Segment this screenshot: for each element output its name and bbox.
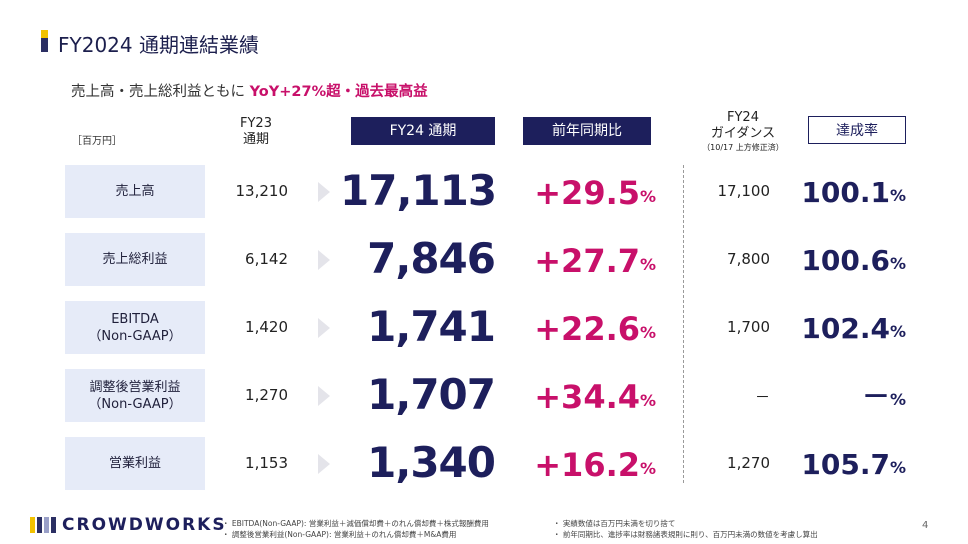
header-guidance: FY24 ガイダンス （10/17 上方修正済） xyxy=(688,110,798,154)
header-guidance-line1: FY24 xyxy=(727,110,759,125)
yoy-unit: % xyxy=(640,187,657,206)
header-guidance-line2: ガイダンス xyxy=(710,126,776,141)
yoy-unit: % xyxy=(640,255,657,274)
header-fy23: FY23 通期 xyxy=(228,116,284,148)
achievement-rate-unit: % xyxy=(890,254,907,273)
achievement-rate-unit: % xyxy=(890,390,907,409)
company-logo: CROWDWORKS xyxy=(30,515,227,535)
fy23-value: 1,270 xyxy=(245,386,288,404)
footnote: ・ EBITDA(Non-GAAP): 営業利益＋減価償却費＋のれん償却費＋株式… xyxy=(222,519,489,528)
logo-stripe xyxy=(30,517,35,533)
yoy-value: +34.4 xyxy=(534,378,640,416)
achievement-rate-value: 100.1 xyxy=(801,176,890,209)
row-label-line2: （Non-GAAP） xyxy=(88,396,182,412)
fy23-value: 6,142 xyxy=(245,250,288,268)
title-accent-bar xyxy=(41,30,48,52)
arrow-right-icon xyxy=(318,250,330,270)
header-guidance-note: （10/17 上方修正済） xyxy=(702,143,784,152)
guidance-value: 1,700 xyxy=(727,318,770,336)
fy24-value: 7,846 xyxy=(367,234,496,283)
achievement-rate-unit: % xyxy=(890,186,907,205)
guidance-value: 17,100 xyxy=(717,182,771,200)
page-title: FY2024 通期連結業績 xyxy=(58,33,259,57)
guidance-value: 7,800 xyxy=(727,250,770,268)
table-row: 調整後営業利益 （Non-GAAP） 1,270 1,707 +34.4% －－% xyxy=(0,369,968,425)
yoy-value: +29.5 xyxy=(534,174,640,212)
row-label-line1: 売上総利益 xyxy=(102,252,168,267)
footnote: ・ 実績数値は百万円未満を切り捨て xyxy=(553,519,676,528)
header-fy24: FY24 通期 xyxy=(351,117,495,145)
unit-label: ［百万円］ xyxy=(72,136,122,147)
logo-mark-icon xyxy=(30,517,56,533)
arrow-right-icon xyxy=(318,318,330,338)
table-row: EBITDA （Non-GAAP） 1,420 1,741 +22.6% 1,700 102… xyxy=(0,301,968,357)
row-label-line2: （Non-GAAP） xyxy=(88,328,182,344)
yoy-unit: % xyxy=(640,323,657,342)
fy23-value: 13,210 xyxy=(235,182,289,200)
row-label: 調整後営業利益 （Non-GAAP） xyxy=(65,369,205,422)
fy24-value: 1,340 xyxy=(367,438,496,487)
arrow-right-icon xyxy=(318,454,330,474)
row-label: 売上高 xyxy=(65,165,205,218)
yoy-unit: % xyxy=(640,391,657,410)
subtitle-highlight: YoY+27%超・過去最高益 xyxy=(249,84,428,100)
logo-stripe xyxy=(44,517,49,533)
yoy-value: +22.6 xyxy=(534,310,640,348)
footnotes-right: ・ 実績数値は百万円未満を切り捨て ・ 前年同期比、進捗率は財務諸表規則に則り、… xyxy=(553,518,818,540)
guidance-value: 1,270 xyxy=(727,454,770,472)
achievement-rate-value: 105.7 xyxy=(801,448,890,481)
logo-text: CROWDWORKS xyxy=(62,515,227,535)
table-row: 営業利益 1,153 1,340 +16.2% 1,270 105.7% xyxy=(0,437,968,493)
row-label-line1: 売上高 xyxy=(115,184,155,199)
footnote: ・ 調整後営業利益(Non-GAAP): 営業利益＋のれん償却費＋M&A費用 xyxy=(222,530,457,539)
guidance-value: － xyxy=(754,388,770,406)
footnote: ・ 前年同期比、進捗率は財務諸表規則に則り、百万円未満の数値を考慮し算出 xyxy=(553,530,818,539)
row-label: EBITDA （Non-GAAP） xyxy=(65,301,205,354)
logo-stripe xyxy=(51,517,56,533)
header-fy23-line1: FY23 xyxy=(240,116,272,131)
fy23-value: 1,420 xyxy=(245,318,288,336)
fy23-value: 1,153 xyxy=(245,454,288,472)
row-label-line1: 営業利益 xyxy=(108,456,161,471)
subtitle: 売上高・売上総利益ともに YoY+27%超・過去最高益 xyxy=(71,80,428,101)
header-yoy: 前年同期比 xyxy=(523,117,651,145)
footnotes-left: ・ EBITDA(Non-GAAP): 営業利益＋減価償却費＋のれん償却費＋株式… xyxy=(222,518,489,540)
row-label-line1: 調整後営業利益 xyxy=(89,379,181,395)
achievement-rate-value: 100.6 xyxy=(801,244,890,277)
row-label-line1: EBITDA xyxy=(111,311,159,327)
subtitle-prefix: 売上高・売上総利益ともに xyxy=(71,84,250,100)
divider-line xyxy=(683,165,684,483)
yoy-value: +27.7 xyxy=(534,242,640,280)
row-label: 営業利益 xyxy=(65,437,205,490)
arrow-right-icon xyxy=(318,386,330,406)
logo-stripe xyxy=(37,517,42,533)
achievement-rate-value: 102.4 xyxy=(801,312,890,345)
achievement-rate-unit: % xyxy=(890,322,907,341)
fy24-value: 17,113 xyxy=(340,166,497,215)
table-row: 売上高 13,210 17,113 +29.5% 17,100 100.1% xyxy=(0,165,968,221)
achievement-rate-unit: % xyxy=(890,458,907,477)
fy24-value: 1,707 xyxy=(367,370,496,419)
header-fy23-line2: 通期 xyxy=(242,132,269,147)
yoy-unit: % xyxy=(640,459,657,478)
arrow-right-icon xyxy=(318,182,330,202)
fy24-value: 1,741 xyxy=(367,302,496,351)
yoy-value: +16.2 xyxy=(534,446,640,484)
header-achievement-rate: 達成率 xyxy=(808,116,906,144)
achievement-rate-value: － xyxy=(861,380,890,413)
table-row: 売上総利益 6,142 7,846 +27.7% 7,800 100.6% xyxy=(0,233,968,289)
page-number: 4 xyxy=(922,520,929,531)
row-label: 売上総利益 xyxy=(65,233,205,286)
